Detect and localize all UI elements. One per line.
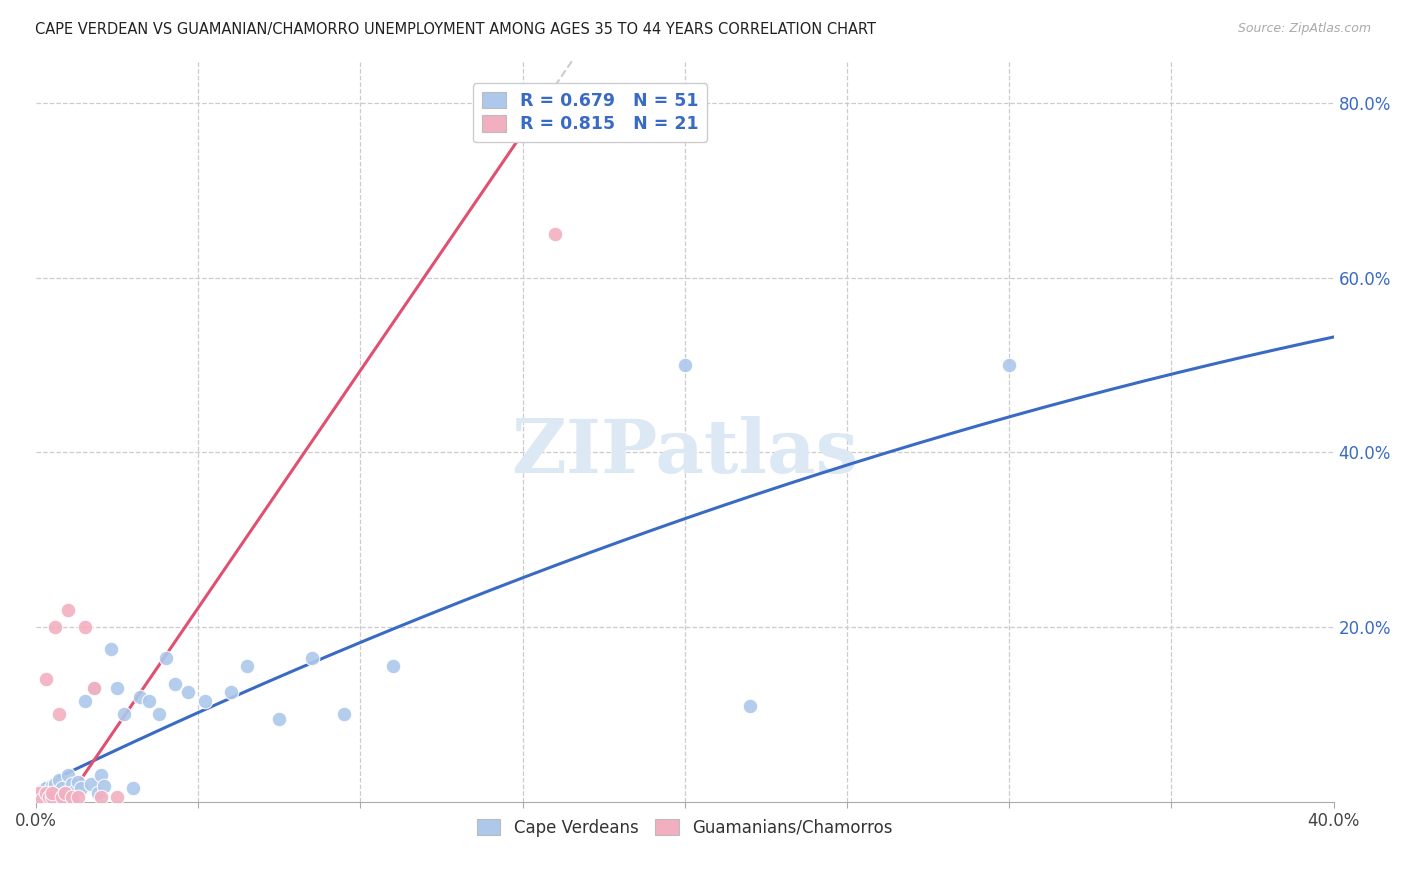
Point xyxy=(38,792,60,806)
Point xyxy=(63,784,86,798)
Point xyxy=(34,786,56,800)
Point xyxy=(51,790,73,805)
Point xyxy=(48,707,70,722)
Point xyxy=(58,768,80,782)
Point xyxy=(86,786,108,800)
Point xyxy=(100,641,122,656)
Point xyxy=(105,790,128,805)
Point xyxy=(48,790,70,805)
Point xyxy=(67,790,90,805)
Point xyxy=(177,685,200,699)
Point xyxy=(738,698,761,713)
Point xyxy=(122,781,145,796)
Point xyxy=(105,681,128,695)
Point xyxy=(73,694,96,708)
Point xyxy=(31,788,53,802)
Point xyxy=(48,772,70,787)
Point xyxy=(73,620,96,634)
Point xyxy=(38,784,60,798)
Point xyxy=(998,358,1021,372)
Point xyxy=(70,781,93,796)
Point xyxy=(41,790,63,805)
Point xyxy=(93,779,115,793)
Point xyxy=(90,768,112,782)
Point xyxy=(236,659,259,673)
Point xyxy=(38,790,60,805)
Point xyxy=(58,602,80,616)
Point xyxy=(44,786,66,800)
Point xyxy=(53,786,76,800)
Point xyxy=(301,650,323,665)
Point xyxy=(28,790,51,805)
Point xyxy=(58,790,80,805)
Point xyxy=(155,650,177,665)
Point xyxy=(83,681,105,695)
Point xyxy=(41,786,63,800)
Point xyxy=(90,790,112,805)
Point xyxy=(673,358,696,372)
Point xyxy=(544,227,567,242)
Point xyxy=(138,694,160,708)
Point xyxy=(41,779,63,793)
Point xyxy=(34,673,56,687)
Point xyxy=(25,790,48,805)
Point xyxy=(53,786,76,800)
Point xyxy=(34,786,56,800)
Point xyxy=(28,790,51,805)
Text: CAPE VERDEAN VS GUAMANIAN/CHAMORRO UNEMPLOYMENT AMONG AGES 35 TO 44 YEARS CORREL: CAPE VERDEAN VS GUAMANIAN/CHAMORRO UNEMP… xyxy=(35,22,876,37)
Point xyxy=(219,685,242,699)
Point xyxy=(44,777,66,791)
Text: Source: ZipAtlas.com: Source: ZipAtlas.com xyxy=(1237,22,1371,36)
Point xyxy=(31,792,53,806)
Point xyxy=(34,790,56,805)
Point xyxy=(25,790,48,805)
Point xyxy=(31,792,53,806)
Point xyxy=(60,790,83,805)
Point xyxy=(44,620,66,634)
Point xyxy=(381,659,404,673)
Point xyxy=(333,707,356,722)
Point xyxy=(28,786,51,800)
Text: ZIPatlas: ZIPatlas xyxy=(512,417,858,490)
Point xyxy=(67,775,90,789)
Point xyxy=(194,694,217,708)
Point xyxy=(128,690,150,704)
Point xyxy=(83,681,105,695)
Point xyxy=(51,781,73,796)
Point xyxy=(112,707,135,722)
Point xyxy=(80,777,103,791)
Point xyxy=(28,786,51,800)
Point xyxy=(60,777,83,791)
Point xyxy=(269,712,291,726)
Legend: Cape Verdeans, Guamanians/Chamorros: Cape Verdeans, Guamanians/Chamorros xyxy=(468,811,901,846)
Point xyxy=(31,784,53,798)
Point xyxy=(41,790,63,805)
Point xyxy=(34,781,56,796)
Point xyxy=(165,677,187,691)
Point xyxy=(148,707,170,722)
